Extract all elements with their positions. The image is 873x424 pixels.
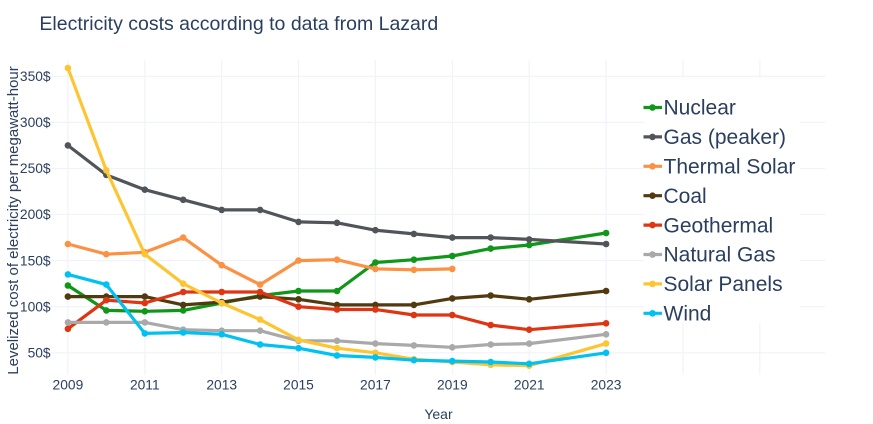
svg-text:Geothermal: Geothermal	[664, 214, 774, 237]
svg-text:Nuclear: Nuclear	[664, 97, 736, 120]
svg-text:Electricity costs according to: Electricity costs according to data from…	[39, 13, 438, 35]
svg-text:Levelized cost of electricity: Levelized cost of electricity per megawa…	[5, 66, 22, 374]
svg-text:250$: 250$	[20, 161, 51, 176]
svg-text:200$: 200$	[20, 207, 51, 222]
svg-text:150$: 150$	[20, 253, 51, 268]
svg-text:Natural Gas: Natural Gas	[664, 244, 776, 267]
svg-text:2013: 2013	[206, 378, 237, 393]
svg-text:Wind: Wind	[664, 303, 712, 326]
svg-text:300$: 300$	[20, 115, 51, 130]
svg-text:Thermal Solar: Thermal Solar	[664, 156, 796, 179]
svg-text:Solar Panels: Solar Panels	[664, 273, 783, 296]
svg-text:2023: 2023	[591, 378, 622, 393]
svg-text:Year: Year	[424, 406, 453, 422]
svg-text:2015: 2015	[283, 378, 314, 393]
svg-text:2017: 2017	[360, 378, 391, 393]
svg-text:2011: 2011	[130, 378, 160, 393]
svg-text:Gas (peaker): Gas (peaker)	[664, 126, 787, 149]
svg-text:Coal: Coal	[664, 185, 707, 208]
svg-text:50$: 50$	[28, 346, 51, 361]
svg-text:2019: 2019	[437, 378, 468, 393]
svg-text:350$: 350$	[20, 69, 51, 84]
svg-text:100$: 100$	[20, 299, 51, 314]
svg-text:2021: 2021	[514, 378, 545, 393]
svg-text:2009: 2009	[53, 378, 84, 393]
